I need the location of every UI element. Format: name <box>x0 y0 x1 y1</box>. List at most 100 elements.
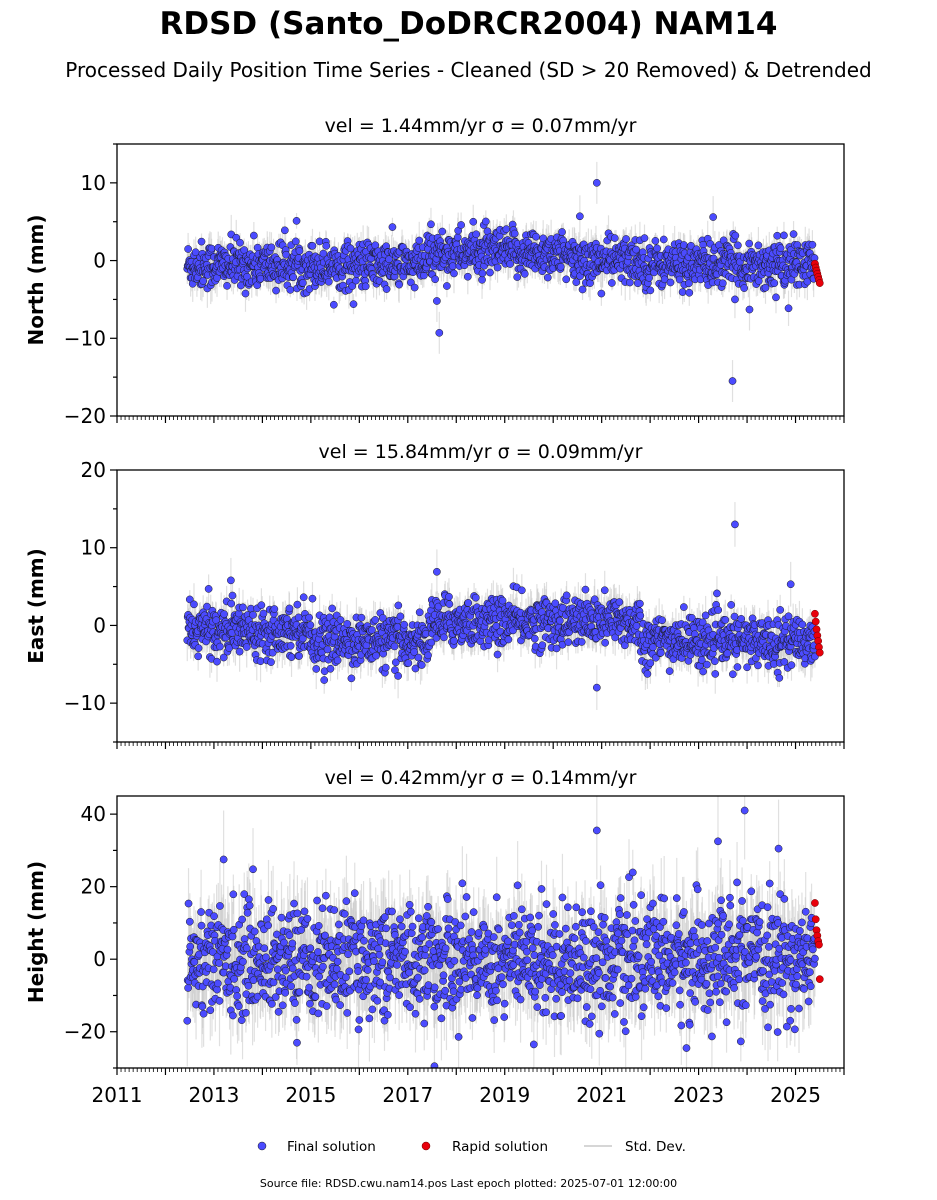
final-point <box>270 605 279 613</box>
final-point <box>754 241 763 250</box>
panel-0: −20 −10 0 10 vel = 1.44mm/yr σ = 0.07mm/yr No… <box>24 115 845 428</box>
final-point <box>646 286 655 295</box>
rapid-point <box>815 279 824 287</box>
plot-area-1 <box>183 502 824 710</box>
final-point <box>382 285 391 293</box>
final-point <box>236 238 244 247</box>
final-point <box>626 278 634 287</box>
final-point <box>241 289 250 298</box>
final-point <box>443 282 451 290</box>
final-point <box>731 231 740 240</box>
final-point <box>294 613 303 622</box>
final-point <box>235 647 244 656</box>
final-point <box>257 601 266 610</box>
final-point <box>653 244 661 253</box>
final-point <box>239 603 247 612</box>
final-point <box>556 262 565 271</box>
final-point <box>562 275 571 284</box>
final-point <box>267 243 276 252</box>
final-point <box>184 245 192 253</box>
final-point <box>395 280 403 289</box>
final-point <box>228 591 237 600</box>
final-point <box>194 652 203 661</box>
final-point <box>219 653 228 662</box>
final-point <box>558 228 566 236</box>
final-point <box>675 275 684 284</box>
final-point <box>295 652 303 660</box>
final-point <box>385 255 393 264</box>
final-point <box>731 295 739 304</box>
final-point <box>632 245 640 254</box>
final-point <box>780 231 788 240</box>
final-point <box>194 644 203 652</box>
final-point <box>576 212 584 221</box>
final-point <box>770 279 779 288</box>
final-point <box>272 286 280 295</box>
final-point <box>352 276 360 285</box>
final-point <box>728 377 737 385</box>
final-point <box>329 300 338 309</box>
final-point <box>433 297 441 305</box>
final-point <box>506 260 514 268</box>
final-point <box>438 227 447 236</box>
final-point <box>453 233 462 242</box>
final-point <box>789 230 798 238</box>
final-point <box>185 595 194 604</box>
final-point <box>513 273 522 281</box>
final-point <box>469 217 478 226</box>
final-point <box>784 304 793 313</box>
final-point <box>685 288 694 297</box>
final-point <box>324 277 333 286</box>
y-tick-label: −20 <box>64 404 106 428</box>
final-point <box>249 611 257 619</box>
final-point <box>773 231 782 240</box>
final-point <box>293 600 302 609</box>
final-point <box>761 283 770 292</box>
final-point <box>203 602 211 611</box>
final-point <box>532 232 540 241</box>
final-point <box>578 285 587 294</box>
final-point <box>510 229 519 238</box>
plot-area-0 <box>183 161 824 403</box>
final-point <box>223 281 231 290</box>
final-point <box>291 237 300 246</box>
final-point <box>292 217 301 225</box>
final-point <box>280 226 289 235</box>
final-point <box>640 234 649 242</box>
final-point <box>348 282 357 290</box>
final-point <box>622 235 630 243</box>
final-point <box>592 179 601 187</box>
final-point <box>539 234 548 243</box>
final-point <box>388 223 397 231</box>
final-point <box>197 237 206 246</box>
final-point <box>651 237 660 245</box>
final-point <box>431 275 440 284</box>
final-point <box>285 604 294 613</box>
final-point <box>207 244 216 253</box>
final-point <box>286 641 295 650</box>
final-point <box>502 225 511 233</box>
final-point <box>633 279 642 288</box>
y-tick-label: 10 <box>81 171 106 195</box>
final-point <box>666 278 675 287</box>
figure-title: RDSD (Santo_DoDRCR2004) NAM14 <box>159 6 778 42</box>
final-point <box>295 247 304 255</box>
final-point <box>298 279 307 287</box>
final-point <box>204 585 213 593</box>
final-point <box>259 609 268 618</box>
final-point <box>250 231 258 240</box>
panel-title: vel = 1.44mm/yr σ = 0.07mm/yr <box>325 115 637 137</box>
final-point <box>286 286 295 294</box>
final-point <box>220 610 228 618</box>
final-point <box>660 275 669 284</box>
final-point <box>346 244 355 253</box>
final-point <box>808 240 817 249</box>
final-point <box>572 278 581 287</box>
final-point <box>685 279 693 288</box>
final-point <box>253 243 262 252</box>
final-point <box>740 284 749 292</box>
final-point <box>678 288 687 296</box>
final-point <box>361 282 370 291</box>
